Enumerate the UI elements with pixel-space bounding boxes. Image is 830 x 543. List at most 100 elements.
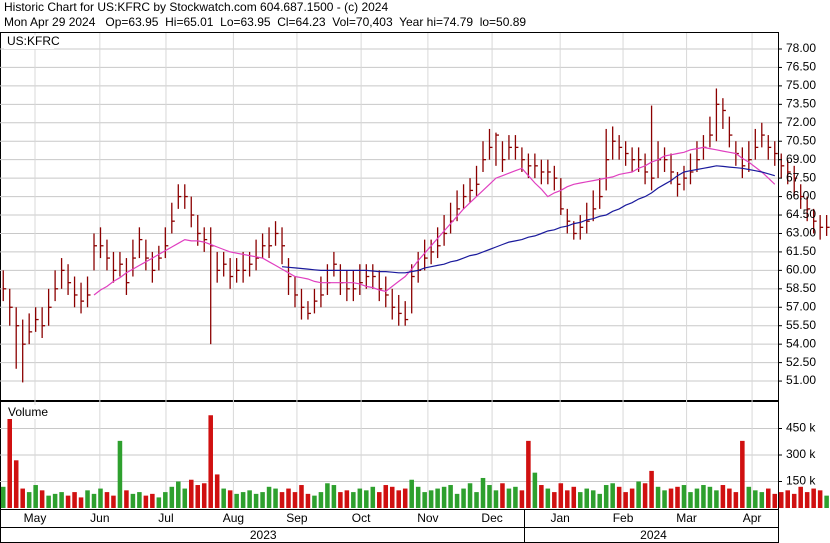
volume-bar: [286, 488, 291, 508]
header-line-2: Mon Apr 29 2024 Op=63.95 Hi=65.01 Lo=63.…: [4, 15, 526, 29]
volume-bar: [461, 488, 466, 508]
volume-bar: [7, 407, 12, 508]
volume-bar: [565, 490, 570, 508]
volume-bar: [746, 486, 752, 508]
volume-bar: [214, 474, 220, 508]
volume-bar: [383, 485, 389, 508]
volume-bar: [500, 483, 505, 508]
volume-bar: [111, 495, 116, 508]
y-tick-label: 54.00: [786, 336, 816, 350]
volume-bar: [824, 495, 829, 508]
y-tick-label: 58.50: [786, 281, 816, 295]
volume-bar: [597, 493, 602, 508]
volume-bar: [817, 490, 823, 508]
volume-box: [4, 405, 56, 419]
volume-bar: [584, 488, 590, 508]
volume-bar: [247, 490, 252, 508]
volume-bar: [13, 460, 19, 508]
volume-bar: [487, 485, 492, 508]
volume-bar: [798, 486, 803, 508]
volume-bar: [299, 485, 304, 508]
volume-bar: [20, 488, 25, 508]
price-pane: [0, 32, 779, 401]
x-tick-label: Jul: [158, 511, 173, 525]
volume-bar: [338, 492, 343, 508]
volume-bar: [402, 488, 408, 508]
y-tick-label: 76.50: [786, 60, 816, 74]
volume-bar: [519, 490, 525, 508]
volume-bar: [305, 493, 311, 508]
volume-bar: [182, 488, 188, 508]
volume-bar: [46, 495, 51, 508]
x-tick-label: May: [24, 511, 47, 525]
y-tick-label: 67.50: [786, 170, 816, 184]
volume-bar: [39, 490, 45, 508]
volume-bar: [137, 492, 142, 508]
volume-bar: [590, 490, 596, 508]
volume-bar: [201, 483, 207, 508]
volume-bar: [629, 488, 635, 508]
volume-bar: [33, 485, 38, 508]
volume-bar: [571, 486, 577, 508]
volume-bar: [493, 490, 499, 508]
volume-bar: [72, 492, 77, 508]
volume-bar: [195, 485, 201, 508]
volume-bar: [675, 486, 680, 508]
y-tick-label: 69.00: [786, 152, 816, 166]
volume-bar: [331, 485, 337, 508]
volume-bar: [150, 493, 155, 508]
volume-bar: [364, 490, 369, 508]
y-tick-label: 63.00: [786, 226, 816, 240]
y-tick-label: 57.00: [786, 299, 816, 313]
volume-bar: [526, 440, 531, 508]
moving-average: [281, 165, 775, 274]
volume-bar: [85, 490, 90, 508]
volume-bar: [91, 493, 97, 508]
volume-bar: [389, 486, 395, 508]
x-tick-label: Oct: [352, 511, 371, 525]
volume-bar: [577, 492, 583, 508]
volume-bar: [714, 490, 719, 508]
volume-bar: [26, 492, 32, 508]
y-tick-label: 75.00: [786, 78, 816, 92]
x-tick-label: Jan: [550, 511, 569, 525]
year-label: 2024: [640, 528, 667, 542]
symbol-box: [4, 35, 54, 49]
volume-bar: [415, 486, 421, 508]
volume-bar: [344, 490, 350, 508]
volume-bar: [474, 492, 479, 508]
volume-bar: [156, 497, 162, 508]
volume-bar: [720, 485, 726, 508]
volume-bar: [603, 485, 609, 508]
volume-bar: [772, 493, 778, 508]
volume-bar: [681, 485, 687, 508]
volume-bar: [130, 493, 136, 508]
volume-bar: [532, 472, 538, 508]
x-tick-label: Apr: [743, 511, 762, 525]
volume-bar: [662, 490, 667, 508]
volume-bar: [545, 488, 551, 508]
symbol-label: US:KFRC: [7, 34, 60, 48]
volume-bar: [266, 486, 272, 508]
volume-bar: [370, 486, 376, 508]
year-label: 2023: [250, 528, 277, 542]
volume-bar: [52, 493, 58, 508]
y-tick-label: 52.50: [786, 355, 816, 369]
y-tick-label: 300 k: [786, 447, 816, 461]
volume-bar: [694, 488, 700, 508]
y-tick-label: 78.00: [786, 41, 816, 55]
y-tick-label: 60.00: [786, 263, 816, 277]
volume-bar: [655, 486, 661, 508]
volume-bar: [804, 492, 810, 508]
volume-bar: [558, 483, 564, 508]
volume-bar: [357, 488, 363, 508]
y-tick-label: 70.50: [786, 133, 816, 147]
volume-bar: [117, 440, 123, 508]
volume-bar: [668, 488, 674, 508]
volume-bar: [318, 492, 324, 508]
volume-bar: [778, 492, 784, 508]
volume-bar: [143, 495, 149, 508]
volume-bar: [467, 483, 473, 508]
volume-bar: [273, 488, 278, 508]
